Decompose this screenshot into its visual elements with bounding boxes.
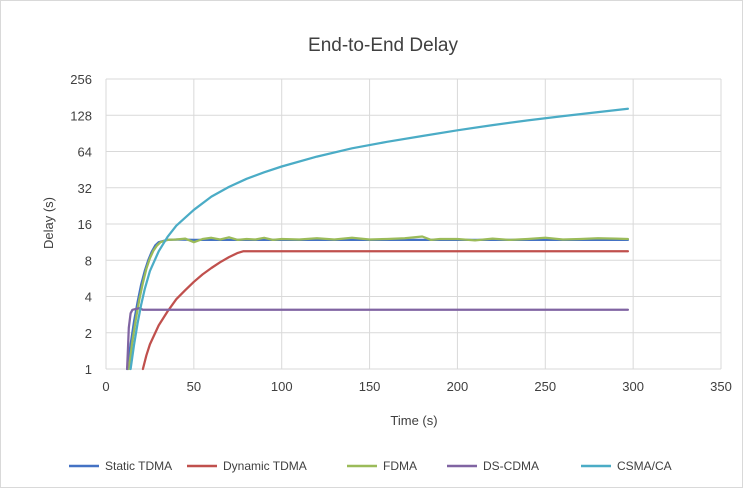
x-tick-label: 100 [271, 379, 293, 394]
y-tick-label: 256 [70, 72, 92, 87]
y-tick-label: 1 [85, 362, 92, 377]
legend-item: Static TDMA [69, 459, 172, 473]
chart-title: End-to-End Delay [308, 35, 458, 56]
x-axis-ticks: 0 50 100 150 200 250 300 350 [102, 379, 731, 394]
legend-label: FDMA [383, 459, 417, 473]
x-tick-label: 50 [187, 379, 201, 394]
series-line-fdma [127, 235, 630, 371]
x-tick-label: 0 [102, 379, 109, 394]
y-axis-title: Delay (s) [41, 197, 56, 249]
y-tick-label: 16 [78, 217, 92, 232]
legend-item: FDMA [347, 459, 417, 473]
series-line-static-tdma [125, 238, 630, 371]
y-tick-label: 2 [85, 326, 92, 341]
legend-item: Dynamic TDMA [187, 459, 307, 473]
legend-item: CSMA/CA [581, 459, 672, 473]
x-tick-label: 200 [447, 379, 469, 394]
legend-label: CSMA/CA [617, 459, 672, 473]
x-tick-label: 350 [710, 379, 732, 394]
x-tick-label: 250 [534, 379, 556, 394]
x-tick-label: 150 [359, 379, 381, 394]
legend-item: DS-CDMA [447, 459, 539, 473]
y-tick-label: 128 [70, 108, 92, 123]
series-line-dynamic-tdma [141, 250, 630, 371]
x-tick-label: 300 [622, 379, 644, 394]
y-tick-label: 4 [85, 290, 92, 305]
legend: Static TDMA Dynamic TDMA FDMA DS-CDMA CSMA/C… [69, 459, 672, 473]
series-lines [125, 107, 630, 371]
gridlines [105, 78, 722, 370]
legend-label: Static TDMA [105, 459, 172, 473]
series-line-ds-cdma [125, 307, 630, 371]
y-axis-ticks: 1 2 4 8 16 32 64 128 256 [70, 72, 92, 377]
legend-label: Dynamic TDMA [223, 459, 307, 473]
y-tick-label: 8 [85, 253, 92, 268]
y-tick-label: 64 [78, 145, 92, 160]
legend-label: DS-CDMA [483, 459, 539, 473]
series-line-csma-ca [129, 107, 630, 371]
x-axis-title: Time (s) [390, 413, 437, 428]
y-tick-label: 32 [78, 181, 92, 196]
